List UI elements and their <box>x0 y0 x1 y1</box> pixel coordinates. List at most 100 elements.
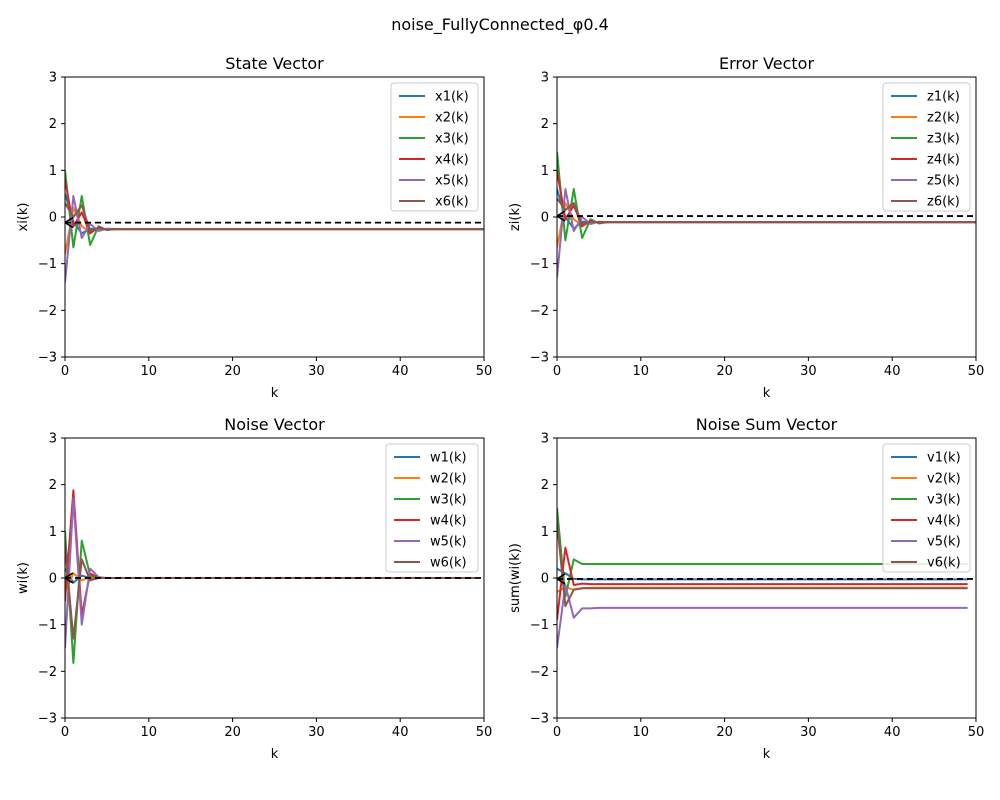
legend-label: w6(k) <box>430 556 467 571</box>
y-tick-label: 2 <box>49 478 57 493</box>
legend: z1(k) z2(k) z3(k) z4(k) z5(k) z6(k) <box>882 82 971 212</box>
x-tick-label: 40 <box>392 725 409 740</box>
chart-panel-2: 0 10 20 30 40 50 −3 −2 −1 0 1 2 3 Error Vector k zi(k) z… <box>508 54 984 401</box>
legend-label: v3(k) <box>927 493 961 508</box>
y-axis-label: sum(wi(k)) <box>508 543 523 613</box>
legend-label: w1(k) <box>430 451 467 466</box>
series-line-v5k <box>557 584 968 649</box>
y-tick-label: 3 <box>541 432 549 447</box>
y-tick-label: −1 <box>38 618 57 633</box>
x-tick-label: 40 <box>392 364 409 379</box>
chart-title: State Vector <box>225 54 324 73</box>
x-tick-label: 10 <box>141 725 158 740</box>
x-tick-label: 30 <box>800 725 817 740</box>
x-axis-label: k <box>763 386 771 401</box>
chart-title: Noise Sum Vector <box>696 415 838 434</box>
y-tick-label: −3 <box>530 351 549 366</box>
x-tick-label: 10 <box>141 364 158 379</box>
series-group <box>65 489 484 664</box>
legend-label: x5(k) <box>435 174 469 189</box>
legend-label: x2(k) <box>435 111 469 126</box>
y-tick-label: −3 <box>530 712 549 727</box>
legend-label: v6(k) <box>927 556 961 571</box>
y-tick-label: −2 <box>530 665 549 680</box>
series-group <box>65 170 484 283</box>
reference-arrowhead <box>557 573 566 585</box>
x-tick-label: 50 <box>968 364 985 379</box>
y-tick-label: 2 <box>541 478 549 493</box>
series-line-z6k <box>557 197 976 225</box>
legend-label: z1(k) <box>927 90 960 105</box>
chart-panel-1: 0 10 20 30 40 50 −3 −2 −1 0 1 2 3 State Vector k xi(k) x… <box>16 54 492 401</box>
y-tick-label: 1 <box>49 525 57 540</box>
series-group <box>557 507 976 649</box>
reference-arrowhead <box>65 572 74 584</box>
x-tick-label: 10 <box>633 725 650 740</box>
legend: x1(k) x2(k) x3(k) x4(k) x5(k) x6(k) <box>390 82 479 212</box>
reference-arrowhead <box>65 216 74 229</box>
legend: w1(k) w2(k) w3(k) w4(k) w5(k) w6(k) <box>385 443 479 573</box>
legend-label: z2(k) <box>927 111 960 126</box>
x-tick-label: 0 <box>553 364 561 379</box>
legend-label: x6(k) <box>435 195 469 210</box>
legend-label: x3(k) <box>435 132 469 147</box>
legend-label: z6(k) <box>927 195 960 210</box>
legend-label: x4(k) <box>435 153 469 168</box>
y-axis-label: xi(k) <box>16 203 31 232</box>
x-tick-label: 0 <box>61 364 69 379</box>
y-tick-label: 1 <box>541 525 549 540</box>
x-tick-label: 10 <box>633 364 650 379</box>
series-line-v3k <box>557 507 968 598</box>
x-tick-label: 40 <box>884 725 901 740</box>
figure-title: noise_FullyConnected_φ0.4 <box>391 15 609 35</box>
y-tick-label: −2 <box>38 665 57 680</box>
x-tick-label: 20 <box>224 725 241 740</box>
x-tick-label: 40 <box>884 364 901 379</box>
legend-label: v2(k) <box>927 472 961 487</box>
x-tick-label: 30 <box>800 364 817 379</box>
x-tick-label: 30 <box>308 364 325 379</box>
legend-label: v5(k) <box>927 535 961 550</box>
x-tick-label: 20 <box>716 725 733 740</box>
y-tick-label: −1 <box>530 618 549 633</box>
y-tick-label: −1 <box>530 257 549 272</box>
x-tick-label: 50 <box>476 725 493 740</box>
y-tick-label: −3 <box>38 351 57 366</box>
x-tick-label: 50 <box>476 364 493 379</box>
x-tick-label: 20 <box>224 364 241 379</box>
y-axis-label: wi(k) <box>16 562 31 594</box>
legend-label: z5(k) <box>927 174 960 189</box>
series-line-x6k <box>65 202 484 232</box>
y-tick-label: 3 <box>49 71 57 86</box>
y-tick-label: −1 <box>38 257 57 272</box>
y-tick-label: −3 <box>38 712 57 727</box>
chart-panel-3: 0 10 20 30 40 50 −3 −2 −1 0 1 2 3 Noise Vector k wi(k) w… <box>16 415 492 762</box>
y-tick-label: 2 <box>49 117 57 132</box>
x-tick-label: 20 <box>716 364 733 379</box>
x-tick-label: 50 <box>968 725 985 740</box>
y-tick-label: 0 <box>49 572 57 587</box>
legend-label: z4(k) <box>927 153 960 168</box>
legend-label: w5(k) <box>430 535 467 550</box>
series-group <box>557 151 976 278</box>
legend-label: w4(k) <box>430 514 467 529</box>
chart-panel-4: 0 10 20 30 40 50 −3 −2 −1 0 1 2 3 Noise Sum Vector k su… <box>508 415 984 762</box>
y-tick-label: 3 <box>49 432 57 447</box>
chart-title: Error Vector <box>719 54 814 73</box>
legend-label: v4(k) <box>927 514 961 529</box>
y-tick-label: 0 <box>541 572 549 587</box>
y-tick-label: 1 <box>49 164 57 179</box>
legend-label: v1(k) <box>927 451 961 466</box>
y-tick-label: −2 <box>38 304 57 319</box>
x-tick-label: 30 <box>308 725 325 740</box>
x-axis-label: k <box>763 747 771 762</box>
x-tick-label: 0 <box>61 725 69 740</box>
y-tick-label: 3 <box>541 71 549 86</box>
reference-arrowhead <box>557 210 566 222</box>
legend-label: w2(k) <box>430 472 467 487</box>
x-tick-label: 0 <box>553 725 561 740</box>
legend-label: x1(k) <box>435 90 469 105</box>
legend-label: w3(k) <box>430 493 467 508</box>
series-line-v6k <box>557 521 968 607</box>
